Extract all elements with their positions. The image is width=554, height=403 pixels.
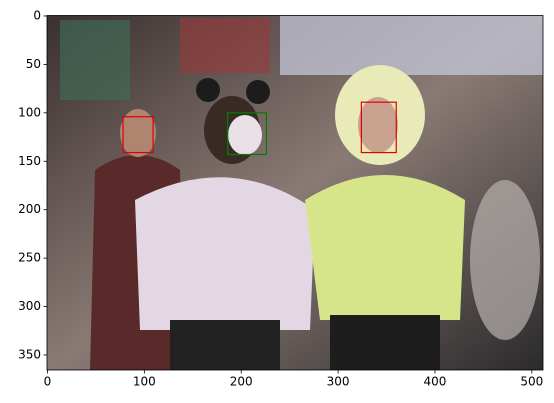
axes-frame xyxy=(46,15,544,371)
bounding-box xyxy=(227,112,268,156)
photo xyxy=(47,15,543,370)
y-tick-label: 50 xyxy=(26,57,41,71)
x-tick-label: 500 xyxy=(520,375,543,389)
y-tick-label: 350 xyxy=(18,347,41,361)
x-tick-label: 0 xyxy=(44,375,52,389)
x-tick-label: 400 xyxy=(424,375,447,389)
y-tick-label: 200 xyxy=(18,202,41,216)
x-tick-label: 100 xyxy=(133,375,156,389)
bounding-box xyxy=(360,101,397,154)
y-tick-label: 300 xyxy=(18,299,41,313)
bounding-box xyxy=(122,116,154,154)
y-tick-label: 250 xyxy=(18,251,41,265)
y-tick-label: 0 xyxy=(33,8,41,22)
y-tick-label: 100 xyxy=(18,105,41,119)
y-tick-label: 150 xyxy=(18,154,41,168)
x-tick-label: 200 xyxy=(230,375,253,389)
x-tick-label: 300 xyxy=(327,375,350,389)
